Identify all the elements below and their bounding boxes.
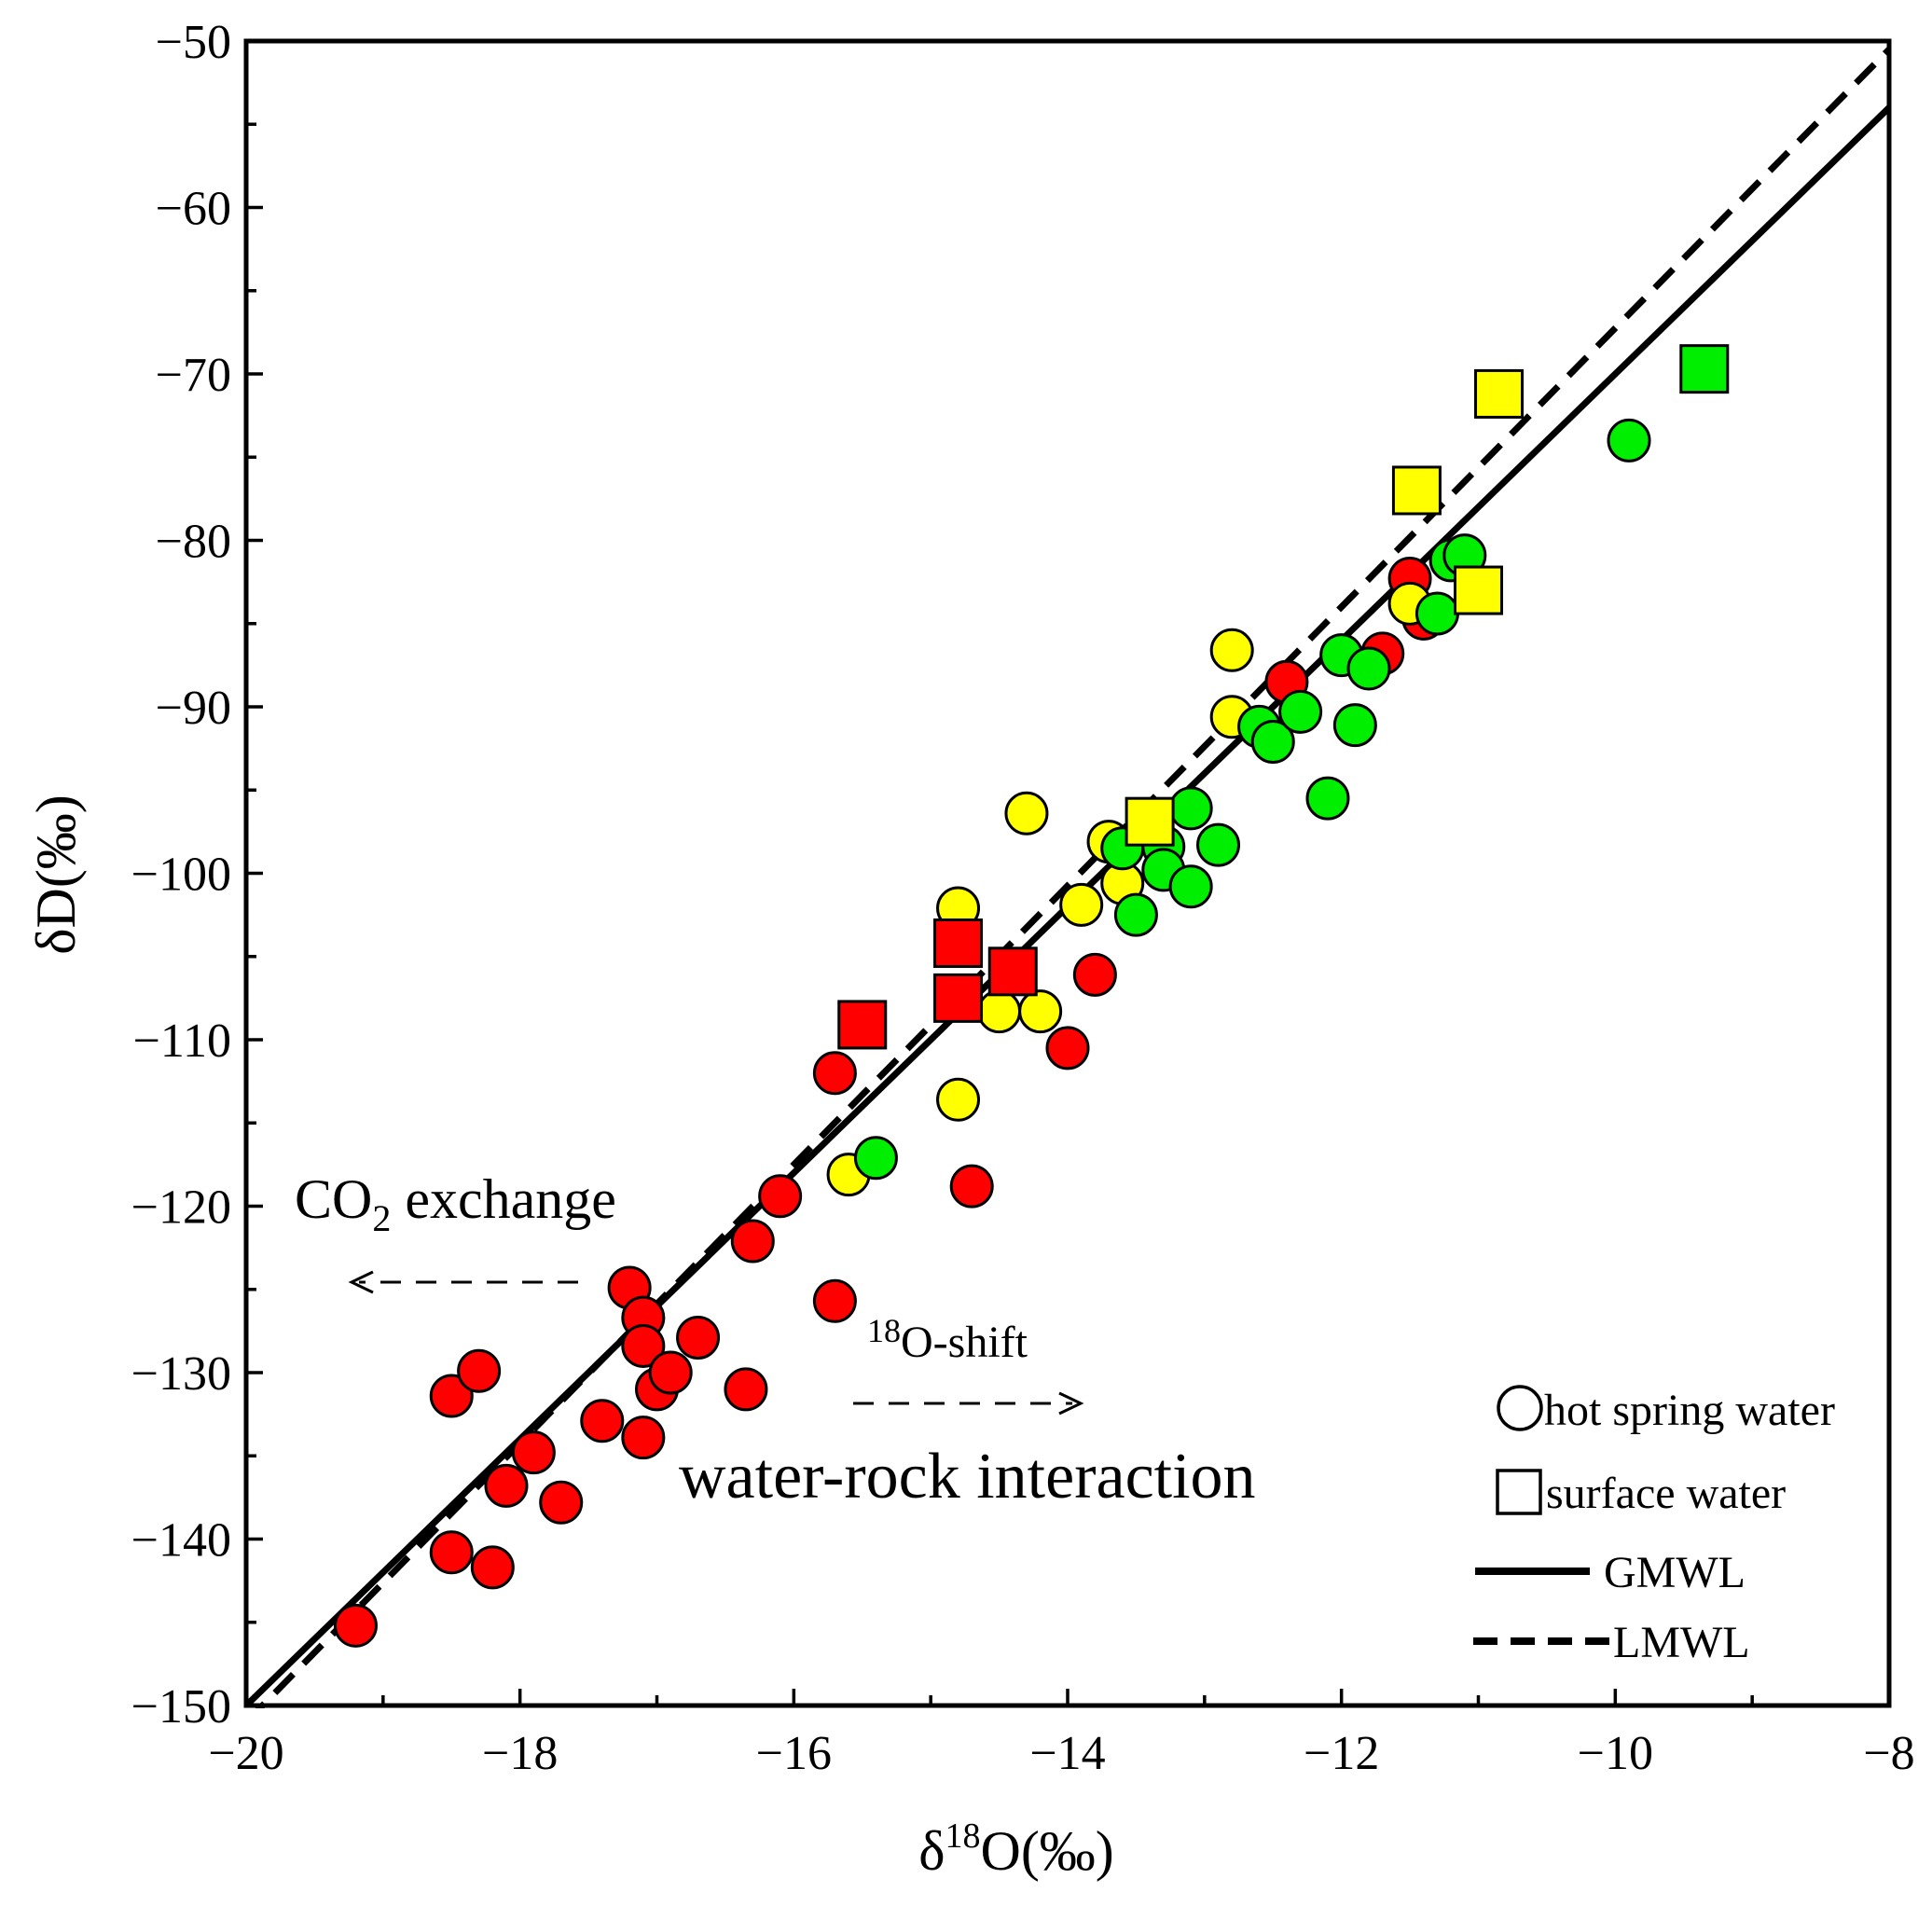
y-tick-label: −60 bbox=[156, 183, 231, 236]
hot-spring-point bbox=[470, 1545, 515, 1590]
hot-spring-point bbox=[580, 1399, 625, 1443]
hot-spring-point bbox=[511, 1430, 556, 1475]
hot-spring-point bbox=[621, 1323, 666, 1368]
hot-spring-point bbox=[429, 1374, 474, 1418]
x-tick-label: −8 bbox=[1863, 1727, 1914, 1780]
y-tick-label: −50 bbox=[156, 16, 231, 69]
hot-spring-point bbox=[1168, 864, 1213, 909]
hot-spring-point bbox=[1004, 791, 1049, 836]
water-rock-interaction-label: water-rock interaction bbox=[679, 1441, 1256, 1512]
annotations: CO2 exchange 18O-shift water-rock intera… bbox=[295, 1168, 1256, 1512]
x-tick-label: −16 bbox=[756, 1727, 832, 1780]
surface-water-point bbox=[933, 918, 984, 968]
legend: hot spring water surface water GMWL LMWL bbox=[1473, 1385, 1835, 1667]
hot-spring-point bbox=[1250, 719, 1295, 764]
hot-spring-point bbox=[1072, 952, 1117, 997]
legend-label-lmwl: LMWL bbox=[1613, 1618, 1750, 1667]
hot-spring-point bbox=[949, 1164, 994, 1209]
y-tick-label: −70 bbox=[156, 349, 231, 402]
legend-label-gmwl: GMWL bbox=[1604, 1548, 1746, 1597]
hot-spring-point bbox=[730, 1219, 775, 1264]
x-tick-label: −12 bbox=[1304, 1727, 1379, 1780]
x-tick-label: −14 bbox=[1029, 1727, 1105, 1780]
hot-spring-point bbox=[1209, 628, 1254, 672]
legend-label-surface-water: surface water bbox=[1546, 1469, 1786, 1518]
o18-shift-label: 18O-shift bbox=[867, 1312, 1028, 1367]
hot-spring-point bbox=[1018, 989, 1063, 1034]
hot-spring-point bbox=[621, 1416, 666, 1460]
hot-spring-point bbox=[676, 1316, 721, 1360]
co2-arrowhead bbox=[348, 1270, 374, 1294]
hot-spring-point bbox=[853, 1136, 898, 1181]
hot-spring-point bbox=[648, 1350, 693, 1395]
surface-water-point bbox=[837, 1000, 888, 1050]
hot-spring-point bbox=[1607, 418, 1651, 463]
y-tick-label: −130 bbox=[131, 1347, 231, 1401]
data-points bbox=[333, 344, 1730, 1648]
hot-spring-point bbox=[724, 1367, 768, 1412]
hot-spring-point bbox=[1196, 822, 1241, 867]
surface-water-point bbox=[1125, 796, 1175, 847]
hot-spring-point bbox=[457, 1348, 502, 1393]
hot-spring-point bbox=[1346, 646, 1391, 691]
legend-label-hot-spring: hot spring water bbox=[1544, 1386, 1835, 1435]
hot-spring-point bbox=[484, 1463, 529, 1508]
hot-spring-point bbox=[1305, 776, 1350, 821]
axis-ticks bbox=[244, 39, 1891, 1707]
legend-circle-symbol bbox=[1497, 1385, 1543, 1431]
surface-water-point bbox=[933, 973, 984, 1023]
hot-spring-point bbox=[936, 1077, 981, 1122]
y-tick-label: −120 bbox=[131, 1181, 231, 1235]
hot-spring-point bbox=[758, 1174, 803, 1219]
y-tick-label: −80 bbox=[156, 516, 231, 569]
y-tick-label: −110 bbox=[133, 1015, 231, 1068]
hot-spring-point bbox=[1059, 882, 1104, 927]
hot-spring-point bbox=[1278, 689, 1323, 734]
hot-spring-point bbox=[429, 1530, 474, 1575]
o18-arrowhead bbox=[1058, 1391, 1084, 1416]
hot-spring-point bbox=[1414, 591, 1459, 636]
hot-spring-point bbox=[1113, 892, 1158, 937]
y-tick-label: −150 bbox=[131, 1680, 231, 1733]
x-axis-title: δ18O(‰) bbox=[918, 1816, 1114, 1882]
hot-spring-point bbox=[1045, 1026, 1090, 1070]
x-tick-label: −20 bbox=[208, 1727, 283, 1780]
y-axis-title: δD(‰) bbox=[25, 794, 87, 955]
y-tick-label: −140 bbox=[131, 1514, 231, 1568]
hot-spring-point bbox=[1332, 703, 1377, 748]
hot-spring-point bbox=[812, 1278, 857, 1323]
hot-spring-point bbox=[977, 989, 1022, 1034]
surface-water-point bbox=[1454, 565, 1503, 615]
co2-exchange-label: CO2 exchange bbox=[295, 1168, 616, 1239]
surface-water-point bbox=[1679, 344, 1730, 394]
y-tick-label: −90 bbox=[156, 682, 231, 735]
surface-water-point bbox=[987, 946, 1038, 997]
hot-spring-point bbox=[812, 1051, 857, 1096]
hot-spring-point bbox=[333, 1603, 378, 1648]
x-tick-label: −18 bbox=[482, 1727, 558, 1780]
hot-spring-point bbox=[1168, 786, 1213, 831]
x-tick-label: −10 bbox=[1578, 1727, 1653, 1780]
surface-water-point bbox=[1474, 368, 1525, 419]
legend-square-symbol bbox=[1496, 1469, 1542, 1515]
surface-water-point bbox=[1391, 465, 1442, 516]
hot-spring-point bbox=[539, 1480, 584, 1525]
tick-labels: −20 −18 −16 −14 −12 −10 −8 −50 −60 −70 −80 −90 −100 −… bbox=[131, 16, 1915, 1780]
y-tick-label: −100 bbox=[131, 849, 231, 902]
